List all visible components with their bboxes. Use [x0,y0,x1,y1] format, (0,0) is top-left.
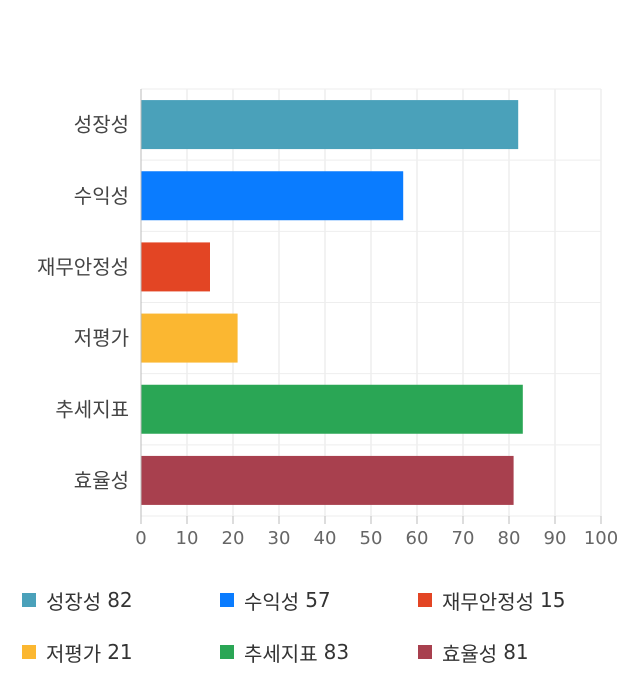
category-label: 효율성 [74,468,129,492]
legend-swatch [220,593,234,607]
legend-value: 15 [540,588,566,612]
x-tick-label: 30 [268,528,291,549]
x-tick-label: 40 [314,528,337,549]
legend-label: 수익성 [244,589,300,614]
legend-item[interactable]: 재무안정성 15 [418,586,565,614]
bars [141,100,523,505]
bar-2 [141,242,210,292]
legend-swatch [418,593,432,607]
legend-label: 재무안정성 [442,589,534,614]
legend-item[interactable]: 저평가 21 [22,638,133,666]
x-tick-label: 70 [452,528,475,549]
legend-value: 21 [107,640,133,664]
legend-value: 83 [323,640,350,664]
x-tick-label: 80 [498,528,521,549]
category-label: 재무안정성 [37,255,129,279]
category-label: 수익성 [74,184,129,208]
legend-item[interactable]: 성장성 82 [22,586,133,614]
legend-swatch [418,645,432,659]
category-label: 추세지표 [55,397,129,421]
legend-label: 성장성 [46,589,102,614]
x-tick-label: 90 [544,528,567,549]
x-tick-label: 100 [584,528,618,549]
legend-swatch [22,645,36,659]
x-tick-label: 10 [176,528,199,549]
legend-label: 추세지표 [244,641,318,666]
bar-1 [141,171,404,221]
bar-0 [141,100,519,150]
x-tick-label: 20 [222,528,245,549]
legend-label: 효율성 [442,641,498,666]
x-tick-label: 50 [360,528,383,549]
legend-item[interactable]: 추세지표 83 [220,638,349,666]
legend-value: 82 [107,588,133,612]
x-tick-label: 0 [135,528,146,549]
category-label: 성장성 [74,113,129,137]
category-label: 저평가 [74,326,129,350]
grid-lines [141,88,602,517]
legend-value: 57 [305,588,331,612]
bar-3 [141,313,238,363]
legend-swatch [22,593,36,607]
x-tick-label: 60 [406,528,429,549]
legend-value: 81 [503,640,529,664]
bar-4 [141,384,523,434]
chart-legend: 성장성 82 수익성 57 재무안정성 15 저평가 21 추세지표 83 효율성 81 [0,572,640,682]
legend-item[interactable]: 수익성 57 [220,586,331,614]
bar-5 [141,455,514,505]
legend-label: 저평가 [46,641,102,666]
legend-item[interactable]: 효율성 81 [418,638,529,666]
legend-swatch [220,645,234,659]
